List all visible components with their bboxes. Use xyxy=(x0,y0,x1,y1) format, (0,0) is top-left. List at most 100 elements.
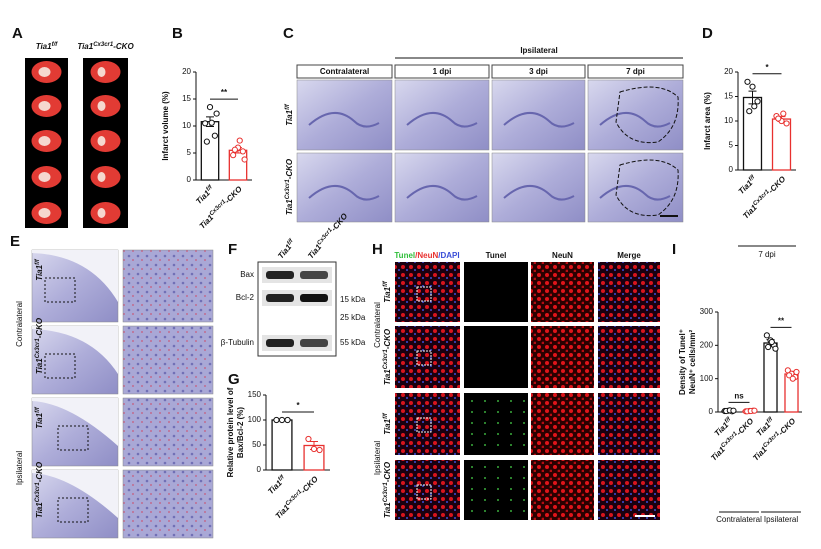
genotype-base: Tia1 xyxy=(35,412,44,428)
genotype-sup: f/f xyxy=(285,103,291,110)
genotype-sup: f/f xyxy=(286,237,295,246)
data-point xyxy=(206,104,214,111)
data-point xyxy=(775,115,782,122)
fluorescence-image xyxy=(598,460,660,520)
y-tick-label: 15 xyxy=(182,94,191,103)
genotype-base: Tia1 xyxy=(35,358,44,374)
data-point xyxy=(772,345,779,352)
panel-letter: C xyxy=(283,25,294,42)
fluorescence-image xyxy=(395,393,460,455)
slice-core xyxy=(38,136,51,146)
band xyxy=(300,294,328,302)
hippocampus xyxy=(599,185,671,201)
data-point xyxy=(273,416,280,424)
slice-core xyxy=(97,208,106,218)
significance-label: * xyxy=(765,63,769,72)
genotype-base: Tia1 xyxy=(383,418,392,434)
zoom-box xyxy=(44,353,76,379)
genotype-label: Tia1f/f xyxy=(266,473,289,496)
data-point xyxy=(780,110,787,117)
hippocampus xyxy=(503,185,575,201)
data-point xyxy=(763,332,770,339)
genotype-base: Tia1 xyxy=(383,369,392,385)
fluorescence-image xyxy=(464,393,528,455)
genotype-sup: f/f xyxy=(205,183,214,192)
y-tick-label: 5 xyxy=(729,141,734,150)
data-point xyxy=(211,132,218,139)
zoom-box xyxy=(57,497,89,523)
genotype-suffix: -CKO xyxy=(113,42,134,51)
y-axis-label: Density of Tunel⁺ xyxy=(678,329,687,395)
x-axis-label: 7 dpi xyxy=(758,250,776,259)
fluorescence-image xyxy=(531,460,594,520)
y-axis-label: NeuN⁺ cells/mm² xyxy=(688,330,697,395)
band-label: Bax xyxy=(240,270,254,279)
genotype-sup: f/f xyxy=(766,415,775,424)
genotype-label: Tia1f/f xyxy=(276,237,298,260)
panel-letter: B xyxy=(172,25,183,42)
genotype-base: Tia1 xyxy=(35,264,44,280)
column-header: 7 dpi xyxy=(626,67,645,76)
band xyxy=(266,271,294,279)
y-tick-label: 20 xyxy=(724,67,733,76)
y-axis-label: Infarct area (%) xyxy=(703,92,712,150)
data-point xyxy=(278,416,286,424)
genotype-label: Tia1Cx3cr1-CKO xyxy=(77,42,134,52)
y-tick-label: 100 xyxy=(700,374,714,383)
header-part: /DAPI xyxy=(438,251,459,260)
y-tick-label: 300 xyxy=(700,307,714,316)
data-point xyxy=(749,83,756,90)
data-point xyxy=(793,368,800,376)
data-point xyxy=(754,98,761,105)
hippocampus xyxy=(406,185,478,201)
genotype-sup: f/f xyxy=(748,173,757,182)
panel-letter: D xyxy=(702,25,713,42)
panel-letter: A xyxy=(12,25,23,42)
genotype-suffix: -CKO xyxy=(767,174,788,195)
genotype-label: Tia1Cx3cr1-CKO xyxy=(709,416,756,463)
marker-label: 15 kDa xyxy=(340,295,366,304)
y-axis-label: Bax/Bcl-2 (%) xyxy=(236,407,245,458)
data-point xyxy=(746,108,753,115)
genotype-label: Tia1f/f xyxy=(194,183,217,206)
genotype-label: Tia1f/f xyxy=(35,406,45,429)
zoom-image xyxy=(122,397,214,467)
y-tick-label: 10 xyxy=(724,116,733,125)
genotype-label: Tia1f/f xyxy=(35,258,45,281)
column-header: Contralateral xyxy=(320,67,369,76)
genotype-label: Tia1f/f xyxy=(736,173,759,196)
data-point xyxy=(239,148,246,155)
data-point xyxy=(768,338,775,346)
genotype-label: Tia1Cx3cr1-CKO xyxy=(383,461,393,518)
data-point xyxy=(230,152,237,159)
significance-label: ** xyxy=(778,316,785,325)
slice-core xyxy=(38,172,51,182)
band xyxy=(300,271,328,279)
genotype-label: Tia1f/f xyxy=(383,280,393,303)
genotype-suffix: -CKO xyxy=(383,328,392,349)
genotype-sup: f/f xyxy=(277,473,286,482)
zoom-box xyxy=(416,286,432,302)
band xyxy=(300,339,328,347)
hippocampus xyxy=(406,112,478,128)
infarct-outline xyxy=(615,86,679,144)
bar xyxy=(200,121,220,181)
hippocampus xyxy=(503,112,575,128)
column-header: Tunel xyxy=(486,251,507,260)
slice-core xyxy=(97,136,106,146)
genotype-base: Tia1 xyxy=(36,42,52,51)
genotype-suffix: -CKO xyxy=(299,474,320,495)
cortex-edge xyxy=(32,326,118,374)
bar xyxy=(771,118,792,171)
genotype-sup: f/f xyxy=(724,415,733,424)
data-point xyxy=(783,120,790,127)
genotype-label: Tia1f/f xyxy=(36,42,59,52)
marker-label: 55 kDa xyxy=(340,338,366,347)
zoom-box xyxy=(416,417,432,433)
zoom-image xyxy=(122,325,214,395)
genotype-suffix: -CKO xyxy=(35,461,44,482)
genotype-sup: Cx3cr1 xyxy=(383,482,389,503)
genotype-sup: Cx3cr1 xyxy=(383,349,389,370)
hippocampus xyxy=(308,112,380,128)
